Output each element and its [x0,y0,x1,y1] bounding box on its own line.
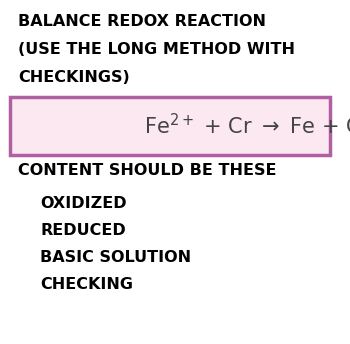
Text: REDUCED: REDUCED [40,223,126,238]
Text: (USE THE LONG METHOD WITH: (USE THE LONG METHOD WITH [18,42,295,57]
Text: CHECKINGS): CHECKINGS) [18,70,130,85]
Text: CONTENT SHOULD BE THESE: CONTENT SHOULD BE THESE [18,163,276,178]
Text: $\mathregular{Fe}^{2+}$ + Cr $\rightarrow$ Fe + $\mathregular{Cr}^{3+}$: $\mathregular{Fe}^{2+}$ + Cr $\rightarro… [145,114,350,139]
Text: BASIC SOLUTION: BASIC SOLUTION [40,250,191,265]
Text: BALANCE REDOX REACTION: BALANCE REDOX REACTION [18,14,266,29]
Text: CHECKING: CHECKING [40,277,133,292]
Text: OXIDIZED: OXIDIZED [40,196,127,211]
FancyBboxPatch shape [10,97,330,155]
